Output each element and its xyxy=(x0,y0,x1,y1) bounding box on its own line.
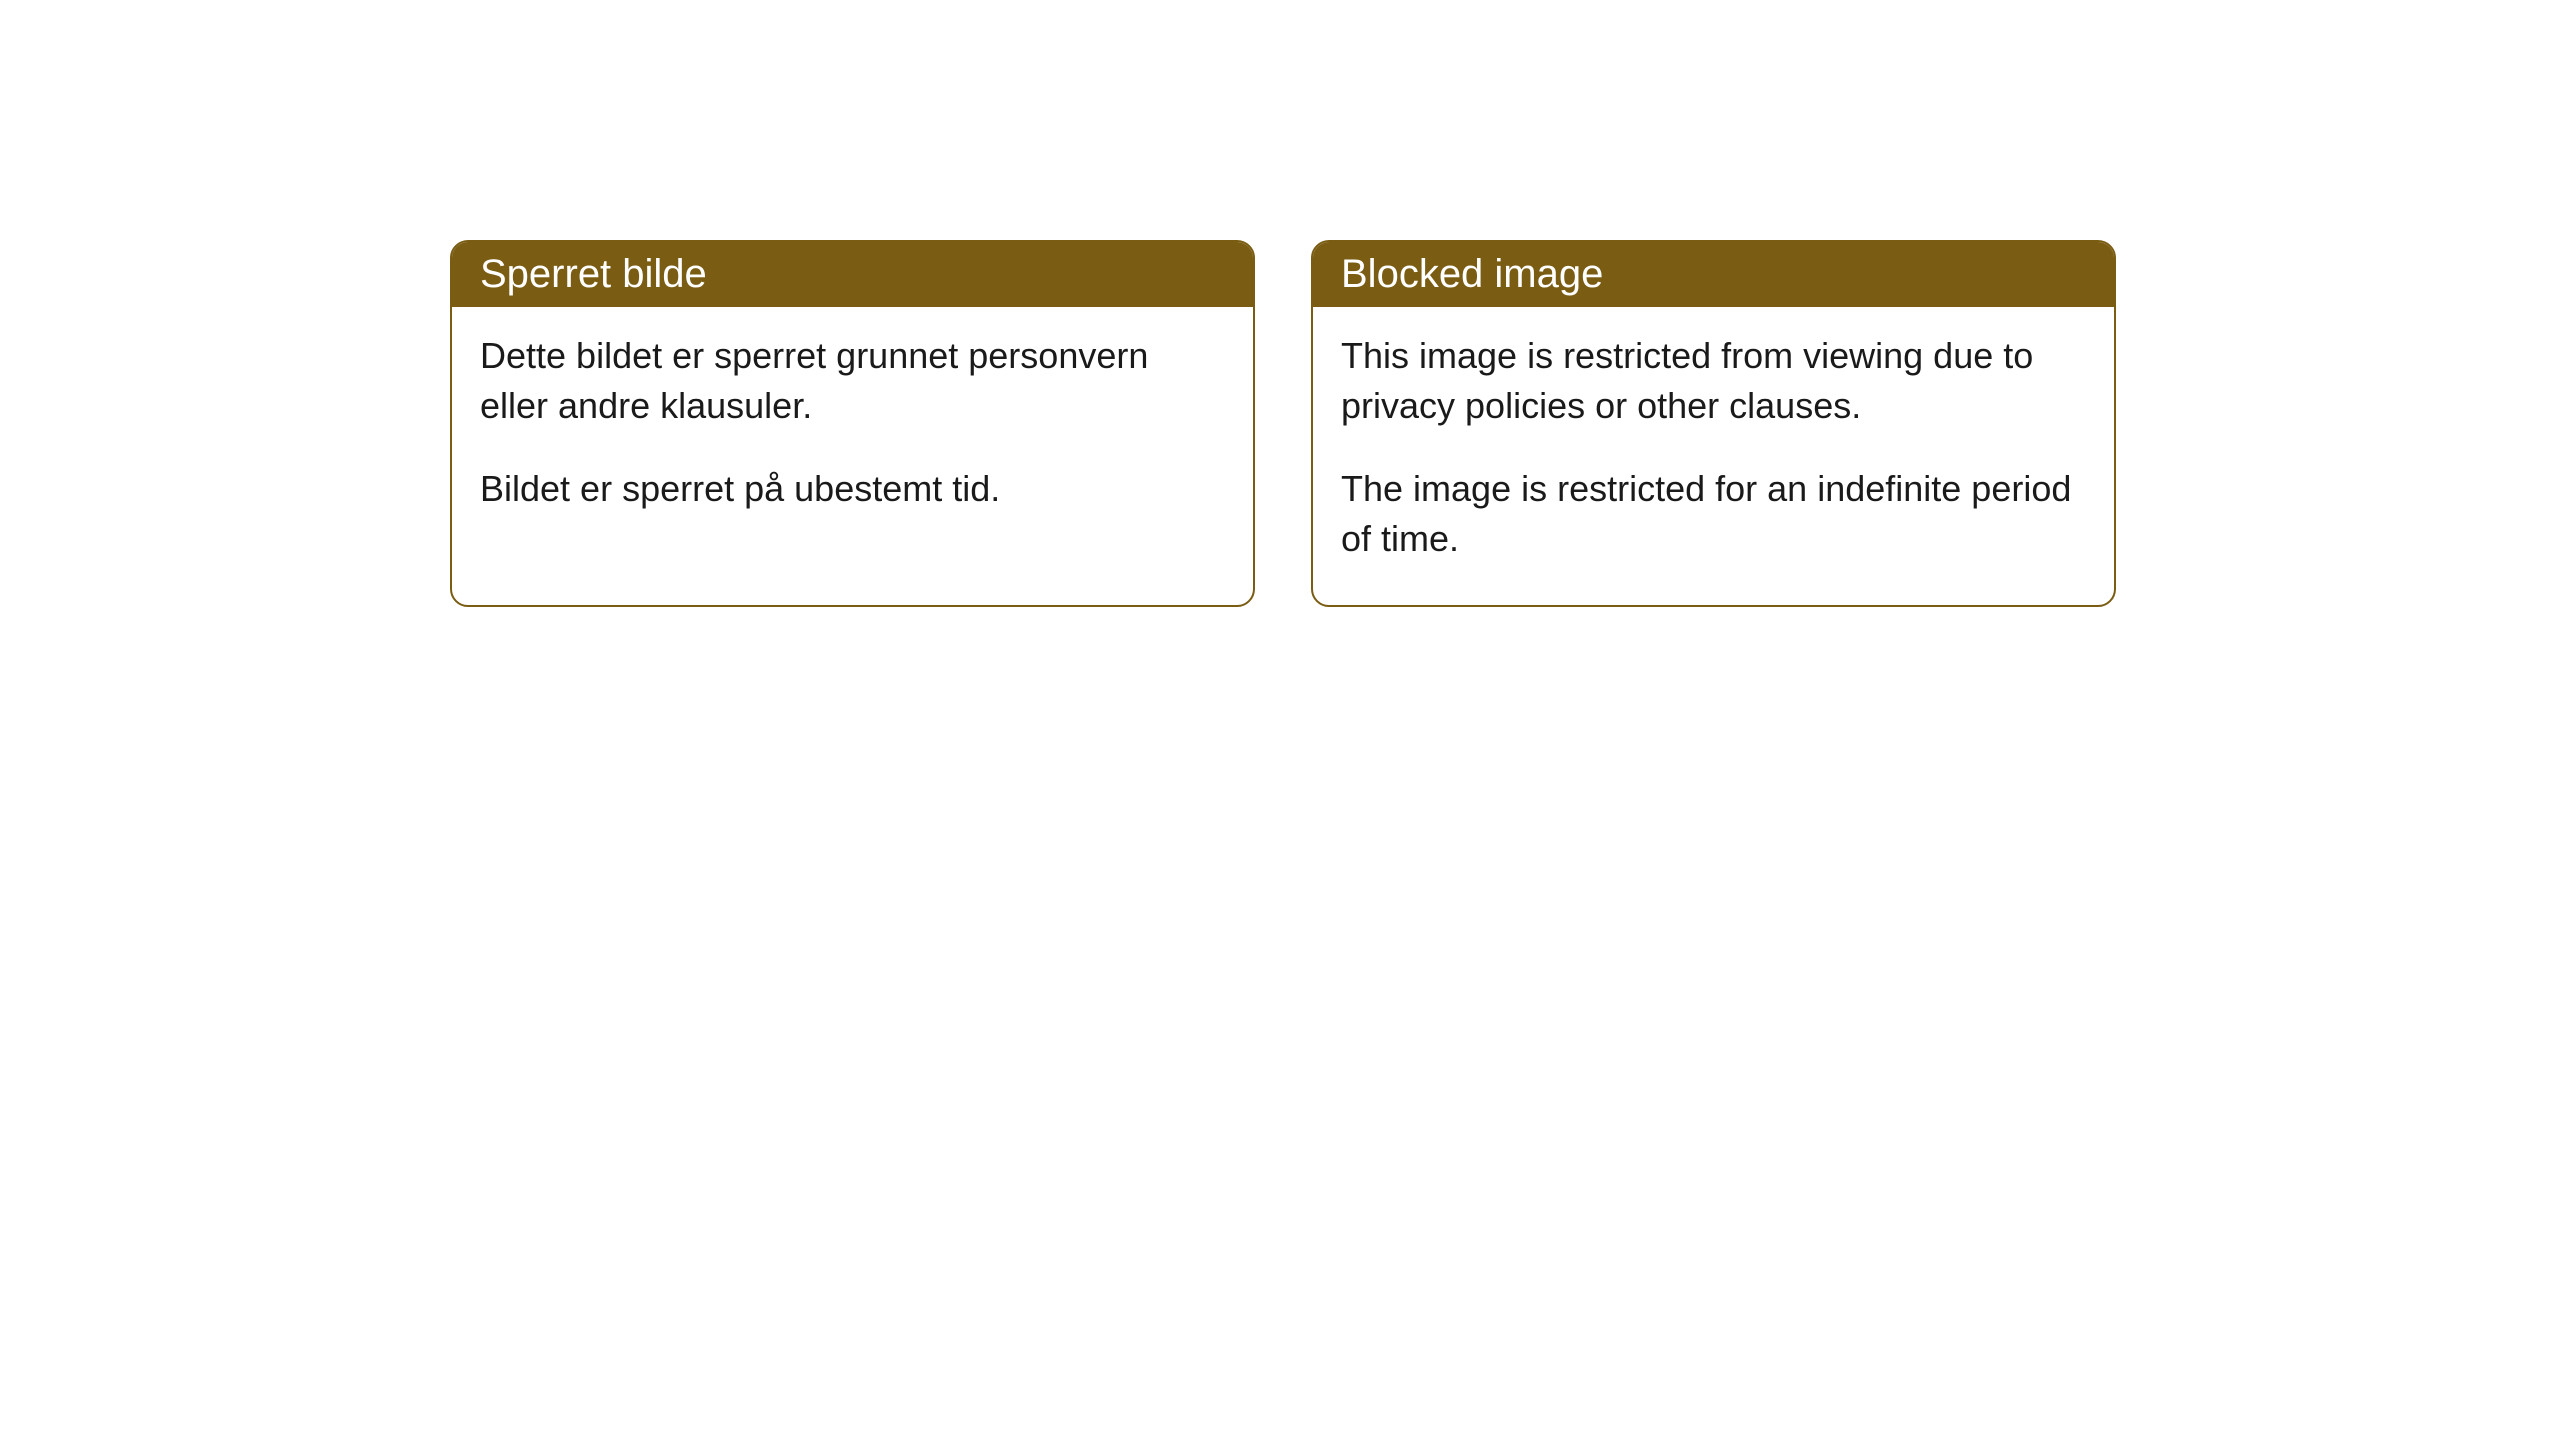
card-body-english: This image is restricted from viewing du… xyxy=(1313,307,2114,605)
card-header-english: Blocked image xyxy=(1313,242,2114,307)
notice-cards-container: Sperret bilde Dette bildet er sperret gr… xyxy=(450,240,2560,607)
card-header-norwegian: Sperret bilde xyxy=(452,242,1253,307)
card-text-norwegian-2: Bildet er sperret på ubestemt tid. xyxy=(480,464,1225,514)
notice-card-norwegian: Sperret bilde Dette bildet er sperret gr… xyxy=(450,240,1255,607)
card-title-norwegian: Sperret bilde xyxy=(480,252,707,296)
card-text-norwegian-1: Dette bildet er sperret grunnet personve… xyxy=(480,331,1225,432)
notice-card-english: Blocked image This image is restricted f… xyxy=(1311,240,2116,607)
card-text-english-1: This image is restricted from viewing du… xyxy=(1341,331,2086,432)
card-body-norwegian: Dette bildet er sperret grunnet personve… xyxy=(452,307,1253,554)
card-title-english: Blocked image xyxy=(1341,252,1603,296)
card-text-english-2: The image is restricted for an indefinit… xyxy=(1341,464,2086,565)
